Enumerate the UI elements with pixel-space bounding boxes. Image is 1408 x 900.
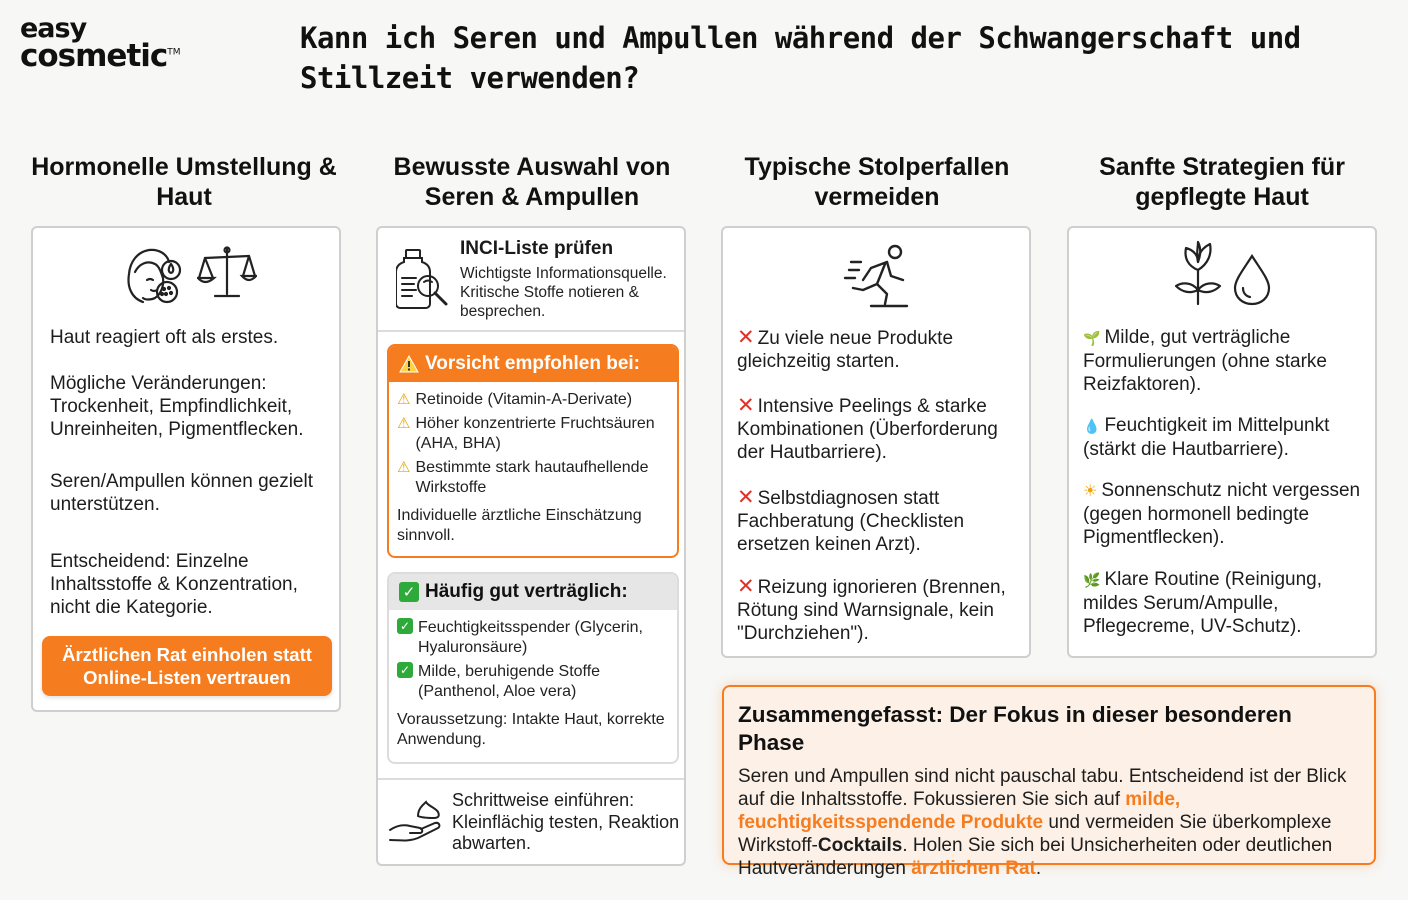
inci-title: INCI-Liste prüfen [460,238,614,259]
tolerated-item: ✓ Feuchtigkeitsspender (Glycerin, Hyalur… [397,618,669,658]
highlight-cocktails: Cocktails [817,835,903,856]
drop-icon [1233,254,1271,306]
water-drop-icon: 💧 [1083,418,1101,434]
strategy-item: ☀ Sonnenschutz nicht vergessen (gegen hor… [1083,480,1361,548]
col1-text-4: Entscheidend: Einzelne Inhaltsstoffe & K… [50,551,298,618]
face-skin-icon [121,242,185,308]
pitfall-item: ✕ Reizung ignorieren (Brennen, Rötung sin… [737,575,1006,644]
cross-icon: ✕ [737,486,755,509]
logo-trademark: TM [167,47,181,58]
summary-box: Zusammengefasst: Der Fokus in dieser bes… [722,685,1376,879]
step-text: Schrittweise einführen: Kleinflächig tes… [452,790,680,853]
col4-heading: Sanfte Strategien für gepflegte Haut [1099,153,1345,211]
well-tolerated-box: ✓ Häufig gut verträglich: ✓ Feuchtigkeit… [387,572,679,764]
hand-cream-icon [388,800,444,844]
pitfall-item: ✕ Intensive Peelings & starke Kombination… [737,394,998,463]
col1-text-2: Mögliche Veränderungen: Trockenheit, Emp… [50,373,304,440]
highlight-medical-advice: ärztlichen Rat [911,858,1036,879]
pitfall-item: ✕ Zu viele neue Produkte gleichzeitig sta… [737,326,954,372]
caution-note: Individuelle ärztliche Einschätzung sinn… [397,507,642,544]
pitfall-item: ✕ Selbstdiagnosen statt Fachberatung (Che… [737,486,965,555]
caution-item: ⚠ Retinoide (Vitamin-A-Derivate) [397,391,633,408]
strategy-item: 💧 Feuchtigkeit im Mittelpunkt (stärkt die… [1083,415,1330,460]
warning-icon [399,355,419,373]
herb-icon: 🌿 [1083,572,1101,588]
well-tolerated-header: ✓ Häufig gut verträglich: [389,574,677,610]
page-title: Kann ich Seren und Ampullen während der … [300,21,1301,95]
caution-item: ⚠ Höher konzentrierte Fruchtsäuren (AHA,… [397,415,655,452]
stumbling-person-icon [841,240,913,310]
consult-doctor-button[interactable]: Ärztlichen Rat einholen statt Online-Lis… [42,636,332,696]
tolerated-note: Voraussetzung: Intakte Haut, korrekte An… [397,711,665,748]
summary-text: Seren und Ampullen sind nicht pauschal t… [738,766,1347,879]
cross-icon: ✕ [737,575,755,598]
section-divider [378,778,684,780]
cross-icon: ✕ [737,394,755,417]
summary-title: Zusammengefasst: Der Fokus in dieser bes… [738,702,1292,755]
col1-text-1: Haut reagiert oft als erstes. [50,327,279,348]
strategy-item: 🌱 Milde, gut verträgliche Formulierungen … [1083,327,1327,395]
inci-text: Wichtigste Informationsquelle. Kritische… [460,265,667,320]
warning-icon: ⚠ [397,415,411,432]
scale-icon [197,242,257,308]
brand-logo: easy cosmeticTM [20,13,181,74]
warning-icon: ⚠ [397,459,411,476]
check-icon: ✓ [397,618,413,634]
sun-icon: ☀ [1083,483,1098,500]
cross-icon: ✕ [737,326,755,349]
logo-line-2: cosmetic [20,37,168,74]
check-icon: ✓ [397,662,413,678]
logo-line-1: easy [20,13,87,44]
section-divider [378,330,684,332]
check-icon: ✓ [399,582,419,602]
caution-box: Vorsicht empfohlen bei: ⚠ Retinoide (Vit… [387,344,679,558]
strategy-item: 🌿 Klare Routine (Reinigung, mildes Serum/… [1083,569,1323,637]
col1-card: Haut reagiert oft als erstes. Mögliche V… [31,226,341,712]
bottle-magnifier-icon [396,248,452,310]
col4-card: 🌱 Milde, gut verträgliche Formulierungen … [1067,226,1377,658]
col3-heading: Typische Stolperfallen vermeiden [744,153,1010,211]
caution-header: Vorsicht empfohlen bei: [389,346,677,382]
col3-card: ✕ Zu viele neue Produkte gleichzeitig sta… [721,226,1031,658]
plant-icon [1173,240,1223,306]
col1-text-3: Seren/Ampullen können gezielt unterstütz… [50,471,314,515]
sprout-icon: 🌱 [1083,330,1101,346]
caution-item: ⚠ Bestimmte stark hautaufhellende Wirkst… [397,459,649,496]
col2-card: INCI-Liste prüfen Wichtigste Information… [376,226,686,866]
tolerated-item: ✓ Milde, beruhigende Stoffe (Panthenol, … [397,662,669,702]
warning-icon: ⚠ [397,391,411,408]
col2-heading: Bewusste Auswahl von Seren & Ampullen [393,153,671,211]
highlight-mild-products: milde, feuchtigkeitsspendende Produkte [738,789,1181,833]
well-tolerated-title: Häufig gut verträglich: [425,581,628,602]
col1-heading: Hormonelle Umstellung & Haut [31,153,337,211]
caution-title: Vorsicht empfohlen bei: [425,353,641,374]
